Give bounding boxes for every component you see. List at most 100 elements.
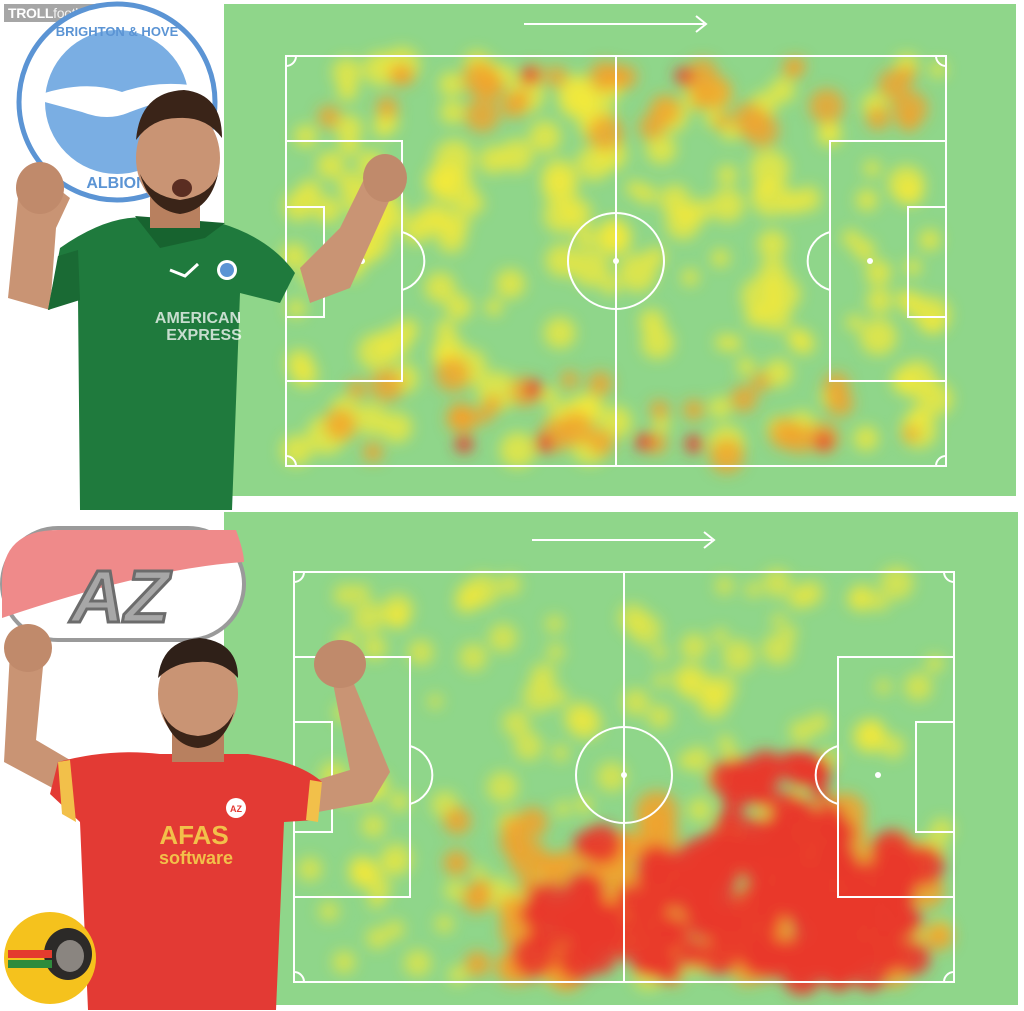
heat-blob: [762, 633, 794, 665]
heat-blob: [435, 356, 471, 392]
heat-blob: [659, 184, 691, 216]
heat-blob: [929, 61, 947, 78]
heat-blob: [424, 272, 456, 303]
heat-blob: [710, 827, 742, 859]
heat-blob: [280, 242, 308, 270]
heat-blob: [717, 164, 738, 185]
heat-blob: [647, 704, 672, 729]
heat-blob: [715, 576, 734, 596]
heat-blob: [744, 581, 762, 598]
heat-blob: [677, 938, 707, 968]
heat-blob: [744, 112, 779, 148]
heat-blob: [715, 334, 732, 351]
heat-blob: [516, 807, 548, 838]
heat-blob: [853, 239, 876, 261]
heat-blob: [434, 139, 474, 179]
heat-blob: [385, 857, 400, 872]
heat-blob: [333, 583, 357, 607]
heat-blob: [443, 850, 470, 876]
heat-blob: [525, 380, 543, 398]
heat-blob: [563, 701, 595, 734]
heat-blob: [771, 613, 786, 628]
heat-blob: [652, 644, 668, 661]
heat-blob: [574, 796, 593, 815]
heat-blob: [871, 829, 914, 873]
shirt-sponsor-line2: EXPRESS: [166, 327, 242, 344]
bottom-heatmap-svg: [293, 531, 955, 996]
heat-blob: [880, 566, 914, 600]
heat-blob: [712, 628, 729, 645]
heat-blob: [576, 932, 600, 956]
az-shirt-sponsor-line1: AFAS: [159, 820, 228, 850]
heat-blob: [313, 196, 341, 224]
heat-blob: [435, 167, 475, 207]
heat-blob: [427, 694, 443, 709]
heat-blob: [859, 318, 897, 356]
az-club-logo: AZ: [0, 522, 248, 644]
heat-blob: [352, 601, 385, 634]
direction-arrow-icon: [524, 15, 708, 33]
badge-ring-bottom-text: ALBION: [86, 175, 147, 192]
heat-blob: [352, 583, 371, 602]
heat-blob: [588, 428, 615, 456]
heat-blob: [438, 71, 464, 97]
heat-blob: [357, 333, 395, 370]
heat-blob: [546, 643, 565, 661]
heat-blob: [897, 360, 937, 399]
heat-blob: [544, 317, 576, 349]
heat-blob: [441, 208, 470, 237]
heat-blob: [446, 409, 468, 431]
heat-blob: [469, 879, 492, 901]
heat-blob: [907, 406, 930, 428]
heat-blob: [660, 921, 684, 945]
heat-blob: [558, 411, 594, 446]
heat-blob: [786, 327, 808, 349]
heat-blob: [635, 862, 664, 891]
heat-blob: [682, 865, 721, 904]
heat-blob: [476, 406, 494, 424]
heat-blob: [833, 933, 874, 974]
heat-blob: [332, 950, 356, 974]
heat-blob: [878, 68, 910, 101]
heat-blob: [499, 432, 536, 468]
heat-blob: [573, 226, 596, 249]
heat-blob: [714, 113, 731, 130]
heat-blob: [404, 949, 432, 977]
heat-blob: [638, 113, 666, 141]
heat-blob: [554, 800, 571, 817]
heat-blob: [769, 418, 801, 450]
heat-blob: [795, 186, 821, 212]
heat-blob: [588, 61, 620, 92]
heat-blob: [853, 425, 879, 452]
heat-blob: [815, 433, 833, 451]
heat-blob: [581, 396, 601, 416]
heat-blob: [447, 965, 468, 985]
heat-blob: [335, 114, 363, 143]
heat-blob: [471, 865, 487, 881]
heat-blob: [545, 614, 564, 633]
heat-blob: [529, 910, 570, 951]
heat-blob: [388, 791, 410, 813]
heat-blob: [502, 709, 530, 737]
heat-blob: [717, 734, 734, 751]
heat-blob: [760, 832, 792, 863]
heat-blob: [485, 298, 503, 316]
heat-blob: [530, 662, 557, 690]
heat-blob: [287, 299, 306, 318]
heat-blob: [635, 433, 653, 451]
heat-blob: [849, 583, 877, 612]
heat-blob: [768, 938, 795, 964]
heat-blob: [641, 326, 674, 360]
heat-blob: [855, 189, 878, 212]
heat-blob: [545, 244, 579, 277]
az-player-photo: AZ AFAS software: [0, 622, 400, 1010]
heat-blob: [653, 672, 669, 688]
heat-blob: [348, 855, 375, 882]
heat-blob: [757, 229, 787, 259]
brighton-player-photo: AMERICAN EXPRESS: [0, 78, 410, 510]
heat-blob: [637, 814, 679, 857]
heat-blob: [529, 120, 561, 153]
heat-blob: [709, 438, 745, 474]
heat-blob: [769, 77, 796, 104]
heat-blob: [317, 105, 341, 129]
